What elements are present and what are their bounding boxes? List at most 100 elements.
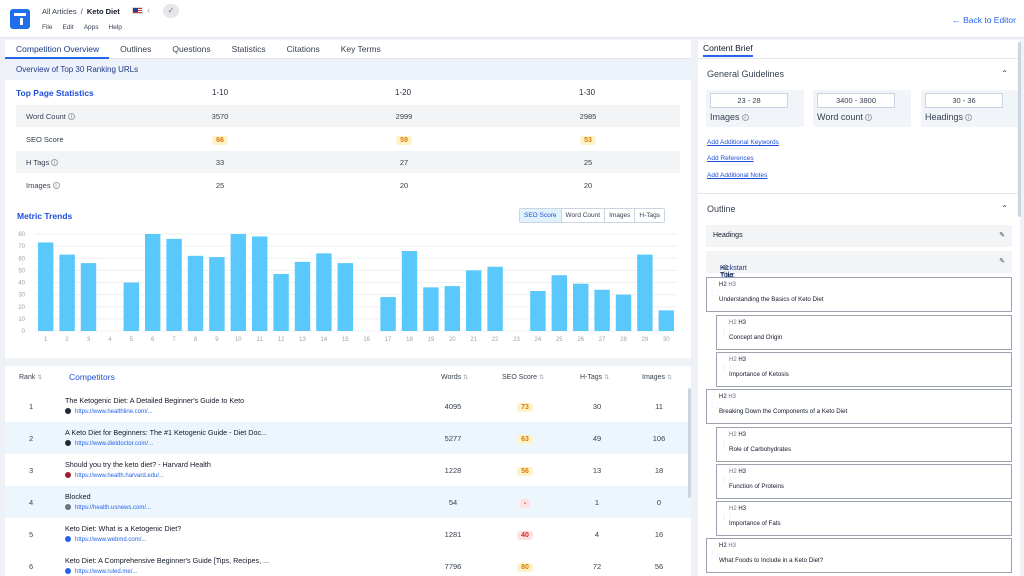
heading-level-toggle[interactable]: H2 H3 xyxy=(719,282,737,288)
competitor-row[interactable]: 4 Blocked https://health.usnews.com/... … xyxy=(5,486,691,518)
col-h-tags[interactable]: H-Tags ⇅ xyxy=(580,374,610,381)
breadcrumb-all-articles[interactable]: All Articles xyxy=(42,7,77,16)
drag-handle-icon[interactable]: ⋮⋮ xyxy=(721,366,733,372)
add-references-link[interactable]: Add References xyxy=(707,155,754,162)
outline-text[interactable]: Role of Carbohydrates xyxy=(729,446,791,453)
outline-text[interactable]: What Foods to Include in a Keto Diet? xyxy=(719,557,824,564)
us-flag-icon[interactable] xyxy=(132,7,143,14)
outline-item-h2[interactable]: ⋮⋮ H2 H3 Understanding the Basics of Ket… xyxy=(706,277,1012,312)
chevron-up-icon[interactable]: ⌃ xyxy=(1001,204,1008,213)
info-icon[interactable]: i xyxy=(51,159,59,166)
h1-title-row[interactable]: H1 Title: Kickstart Your Keto Journey To… xyxy=(706,251,1012,300)
col-seo-score[interactable]: SEO Score ⇅ xyxy=(502,374,545,381)
competitor-title[interactable]: Keto Diet: What is a Ketogenic Diet? xyxy=(65,524,182,533)
add-keywords-link[interactable]: Add Additional Keywords xyxy=(707,139,779,146)
outline-item-h3[interactable]: ⋮⋮ H2 H3 Importance of Ketosis xyxy=(716,352,1012,387)
competitor-title[interactable]: Blocked xyxy=(65,492,91,501)
competitor-title[interactable]: Should you try the keto diet? - Harvard … xyxy=(65,460,211,469)
drag-handle-icon[interactable]: ⋮⋮ xyxy=(709,403,721,409)
toggle-word-count[interactable]: Word Count xyxy=(561,209,606,222)
heading-level-toggle[interactable]: H2 H3 xyxy=(719,394,737,400)
competitor-title[interactable]: A Keto Diet for Beginners: The #1 Ketoge… xyxy=(65,428,268,437)
add-notes-link[interactable]: Add Additional Notes xyxy=(707,172,768,179)
drag-handle-icon[interactable]: ⋮⋮ xyxy=(721,478,733,484)
outline-text[interactable]: Understanding the Basics of Keto Diet xyxy=(719,296,824,303)
info-icon[interactable]: i xyxy=(864,114,872,121)
tab-content-brief[interactable]: Content Brief xyxy=(703,43,753,57)
heading-level-toggle[interactable]: H2 H3 xyxy=(729,432,747,438)
toggle-seo-score[interactable]: SEO Score xyxy=(520,209,562,222)
tab-citations[interactable]: Citations xyxy=(286,44,320,54)
competitor-row[interactable]: 6 Keto Diet: A Comprehensive Beginner's … xyxy=(5,550,691,576)
col-rank[interactable]: Rank ⇅ xyxy=(19,374,43,381)
info-icon[interactable]: i xyxy=(67,113,75,120)
info-icon[interactable]: i xyxy=(52,182,60,189)
tab-questions[interactable]: Questions xyxy=(172,44,211,54)
heading-level-toggle[interactable]: H2 H3 xyxy=(729,469,747,475)
edit-icon[interactable]: ✎ xyxy=(999,258,1005,265)
menu-apps[interactable]: Apps xyxy=(83,24,99,31)
competitors-scrollbar[interactable] xyxy=(688,388,691,498)
x-tick-label: 19 xyxy=(428,337,435,343)
chevron-up-icon[interactable]: ⌃ xyxy=(1001,69,1008,78)
tab-outlines[interactable]: Outlines xyxy=(120,44,152,54)
col-images[interactable]: Images ⇅ xyxy=(642,374,672,381)
menu-edit[interactable]: Edit xyxy=(62,24,74,31)
col-words[interactable]: Words ⇅ xyxy=(441,374,469,381)
tab-competition-overview[interactable]: Competition Overview xyxy=(5,40,110,59)
competitor-url[interactable]: https://www.webmd.com/... xyxy=(65,536,146,543)
competitor-url[interactable]: https://www.ruled.me/... xyxy=(65,568,137,575)
y-tick-label: 60 xyxy=(18,256,25,262)
check-icon[interactable]: ✓ xyxy=(163,4,179,18)
competitor-title[interactable]: The Ketogenic Diet: A Detailed Beginner'… xyxy=(65,396,245,405)
competitor-row[interactable]: 5 Keto Diet: What is a Ketogenic Diet? h… xyxy=(5,518,691,550)
menu-file[interactable]: File xyxy=(42,24,53,31)
competitor-title[interactable]: Keto Diet: A Comprehensive Beginner's Gu… xyxy=(65,556,270,565)
info-icon[interactable]: i xyxy=(741,114,749,121)
toggle-images[interactable]: Images xyxy=(605,209,636,222)
outline-item-h3[interactable]: ⋮⋮ H2 H3 Importance of Fats xyxy=(716,501,1012,536)
competitor-url[interactable]: https://health.usnews.com/... xyxy=(65,504,151,511)
outline-item-h2[interactable]: ⋮⋮ H2 H3 Breaking Down the Components of… xyxy=(706,389,1012,424)
heading-level-toggle[interactable]: H2 H3 xyxy=(719,543,737,549)
competitor-url[interactable]: https://www.health.harvard.edu/... xyxy=(65,472,164,479)
guideline-headings: 30 - 36 Headings i xyxy=(921,90,1019,127)
menu-help[interactable]: Help xyxy=(108,24,122,31)
heading-level-toggle[interactable]: H2 H3 xyxy=(729,320,747,326)
app-logo[interactable] xyxy=(10,9,30,29)
outline-item-h3[interactable]: ⋮⋮ H2 H3 Concept and Origin xyxy=(716,315,1012,350)
drag-handle-icon[interactable]: ⋮⋮ xyxy=(709,552,721,558)
x-tick-label: 28 xyxy=(620,337,627,343)
left-panel: Competition Overview Outlines Questions … xyxy=(5,40,691,576)
outline-item-h3[interactable]: ⋮⋮ H2 H3 Role of Carbohydrates xyxy=(716,427,1012,462)
heading-level-toggle[interactable]: H2 H3 xyxy=(729,506,747,512)
brief-scrollbar[interactable] xyxy=(1018,42,1021,217)
toggle-h-tags[interactable]: H-Tags xyxy=(635,209,665,222)
info-icon[interactable]: i xyxy=(965,114,973,121)
outline-text[interactable]: Importance of Fats xyxy=(729,520,781,527)
outline-text[interactable]: Importance of Ketosis xyxy=(729,371,789,378)
outline-text[interactable]: Breaking Down the Components of a Keto D… xyxy=(719,408,848,415)
tab-statistics[interactable]: Statistics xyxy=(231,44,266,54)
stat-value: 20 xyxy=(583,181,593,190)
back-to-editor-link[interactable]: ← Back to Editor xyxy=(952,15,1016,25)
outline-text[interactable]: Concept and Origin xyxy=(729,334,783,341)
headings-row[interactable]: Headings ✎ xyxy=(706,225,1012,247)
share-icon[interactable]: ‹ xyxy=(147,5,150,15)
competitor-row[interactable]: 1 The Ketogenic Diet: A Detailed Beginne… xyxy=(5,390,691,422)
drag-handle-icon[interactable]: ⋮⋮ xyxy=(709,291,721,297)
competitor-row[interactable]: 2 A Keto Diet for Beginners: The #1 Keto… xyxy=(5,422,691,454)
edit-icon[interactable]: ✎ xyxy=(999,232,1005,239)
competitor-row[interactable]: 3 Should you try the keto diet? - Harvar… xyxy=(5,454,691,486)
tab-key-terms[interactable]: Key Terms xyxy=(340,44,381,54)
outline-text[interactable]: Function of Proteins xyxy=(729,483,785,490)
outline-item-h3[interactable]: ⋮⋮ H2 H3 Function of Proteins xyxy=(716,464,1012,499)
heading-level-toggle[interactable]: H2 H3 xyxy=(729,357,747,363)
competitor-url[interactable]: https://www.dietdoctor.com/... xyxy=(65,440,153,447)
competitor-url[interactable]: https://www.healthline.com/... xyxy=(65,408,153,415)
drag-handle-icon[interactable]: ⋮⋮ xyxy=(721,329,733,335)
drag-handle-icon[interactable]: ⋮⋮ xyxy=(721,515,733,521)
outline-item-h2[interactable]: ⋮⋮ H2 H3 What Foods to Include in a Keto… xyxy=(706,538,1012,573)
drag-handle-icon[interactable]: ⋮⋮ xyxy=(721,441,733,447)
divider xyxy=(698,58,1020,59)
